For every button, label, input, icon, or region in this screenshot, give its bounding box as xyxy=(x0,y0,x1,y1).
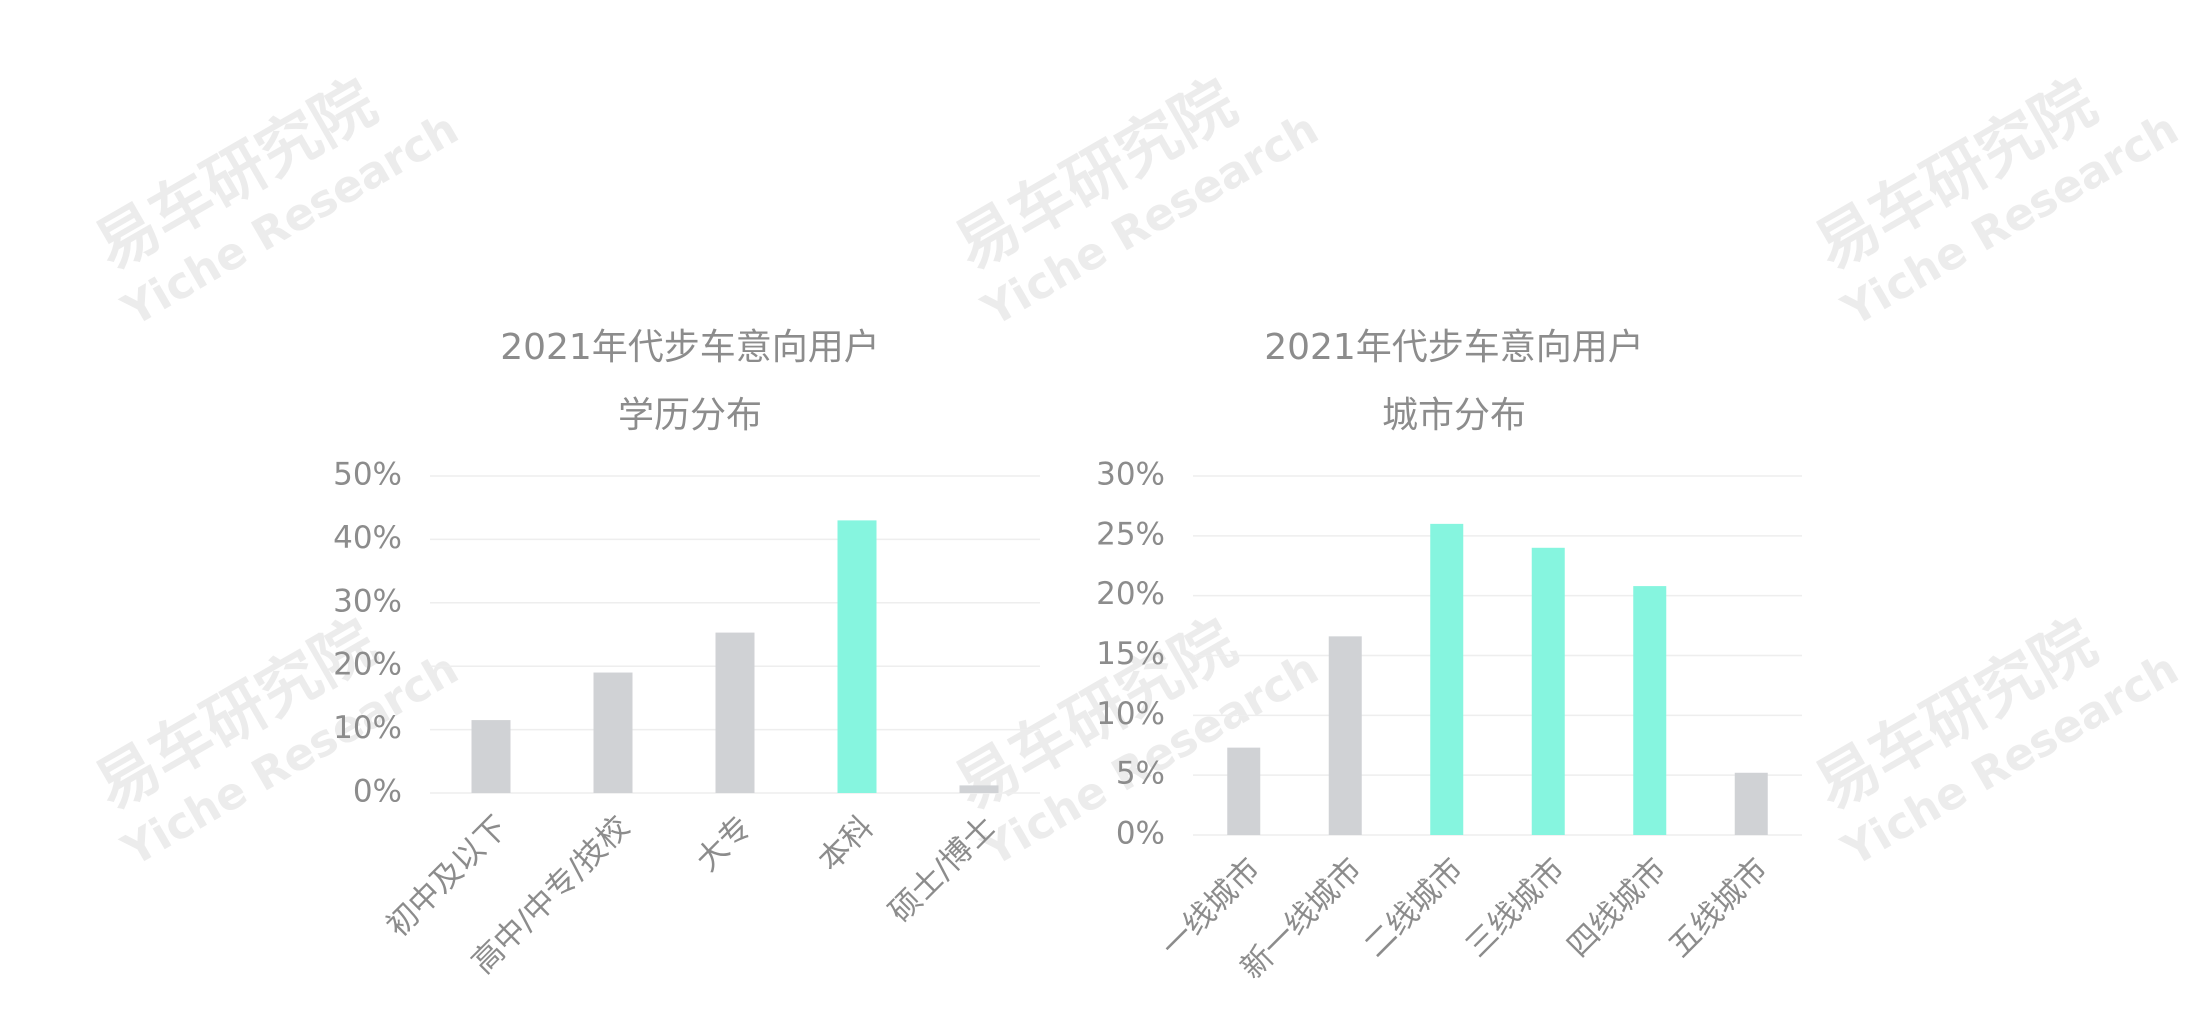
x-tick-label: 大专 xyxy=(689,809,758,878)
bar xyxy=(1531,547,1565,835)
chart-title: 2021年代步车意向用户 xyxy=(1264,327,1644,368)
y-tick-label: 0% xyxy=(353,774,402,810)
bar xyxy=(959,785,999,793)
x-tick-label: 本科 xyxy=(811,809,880,878)
bar xyxy=(471,720,511,793)
chart-title: 2021年代步车意向用户 xyxy=(500,327,880,368)
x-tick-label: 硕士/博士 xyxy=(882,809,1003,930)
x-tick-label: 三线城市 xyxy=(1459,851,1572,964)
y-tick-label: 0% xyxy=(1116,816,1165,852)
y-tick-label: 40% xyxy=(333,520,402,556)
y-tick-label: 50% xyxy=(333,457,402,493)
y-tick-label: 30% xyxy=(333,583,402,619)
bar xyxy=(1633,586,1667,835)
bar xyxy=(1328,636,1362,835)
y-tick-label: 20% xyxy=(1096,576,1165,612)
y-tick-label: 10% xyxy=(333,710,402,746)
y-tick-label: 20% xyxy=(333,647,402,683)
y-tick-label: 15% xyxy=(1096,636,1165,672)
bar xyxy=(1227,747,1261,835)
y-tick-label: 25% xyxy=(1096,516,1165,552)
y-tick-label: 30% xyxy=(1096,457,1165,493)
bar xyxy=(837,520,877,793)
chart-subtitle: 学历分布 xyxy=(618,395,762,436)
y-tick-label: 5% xyxy=(1116,756,1165,792)
bar xyxy=(1430,523,1464,835)
y-tick-label: 10% xyxy=(1096,696,1165,732)
x-tick-label: 四线城市 xyxy=(1560,851,1673,964)
x-tick-label: 五线城市 xyxy=(1662,851,1775,964)
bar xyxy=(1734,772,1768,835)
chart-subtitle: 城市分布 xyxy=(1382,395,1526,436)
bar xyxy=(593,672,633,793)
bar xyxy=(715,632,755,793)
x-tick-label: 初中及以下 xyxy=(380,809,515,944)
x-tick-label: 二线城市 xyxy=(1357,851,1470,964)
